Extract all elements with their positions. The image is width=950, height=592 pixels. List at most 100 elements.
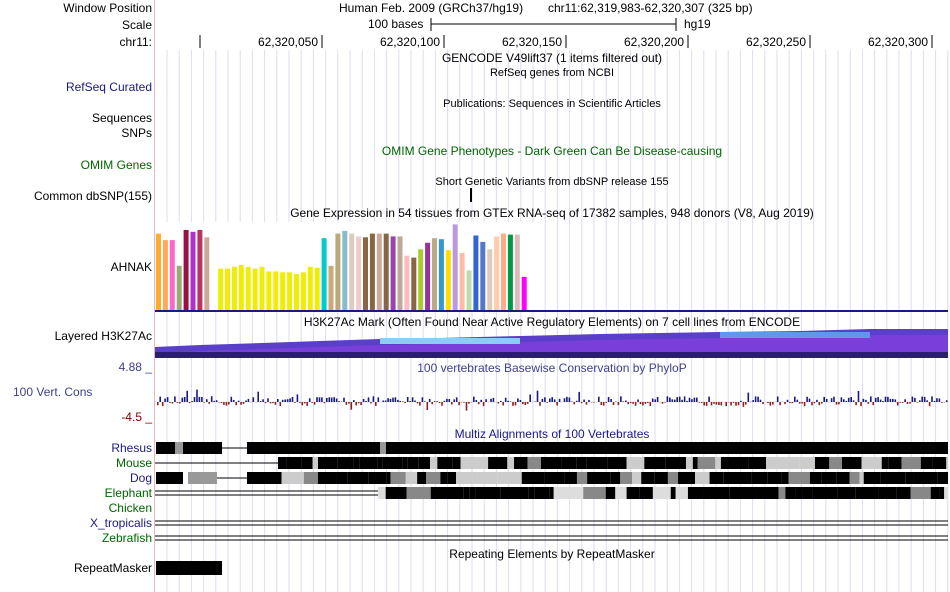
cons-score-bar: [169, 402, 171, 403]
cons-score-bar: [693, 397, 696, 402]
cons-score-bar: [860, 402, 862, 407]
window-position-label: Window Position: [63, 1, 152, 15]
dbsnp-track-label[interactable]: Common dbSNP(155): [33, 189, 152, 203]
cons-score-bar: [872, 402, 874, 406]
sequences-track-label[interactable]: Sequences: [91, 111, 152, 125]
cons-score-bar: [708, 396, 710, 402]
alignment-block: [278, 457, 287, 469]
species-label-elephant[interactable]: Elephant: [104, 486, 152, 500]
cons-score-bar: [838, 402, 840, 405]
ruler-tick-label: 62,320,250: [745, 35, 806, 49]
cons-score-bar: [257, 391, 259, 402]
cons-score-bar: [196, 389, 198, 402]
cons-score-bar: [681, 399, 683, 402]
omim-track-label[interactable]: OMIM Genes: [80, 158, 152, 172]
alignment-block: [544, 472, 565, 484]
refseq-track-title[interactable]: RefSeq genes from NCBI: [489, 67, 615, 79]
label-divider: [154, 0, 155, 592]
cons-score-bar: [928, 402, 931, 407]
alignment-block: [188, 472, 217, 484]
species-label-dog[interactable]: Dog: [129, 471, 152, 485]
h3k27ac-track-label[interactable]: Layered H3K27Ac: [54, 329, 152, 343]
repeatmasker-track-title[interactable]: Repeating Elements by RepeatMasker: [449, 547, 655, 561]
cons-score-bar: [769, 402, 772, 406]
gtex-tissue-bar: [183, 230, 189, 310]
alignment-block: [748, 457, 767, 469]
alignment-block: [841, 457, 862, 469]
cons-score-bar: [710, 402, 713, 406]
alignment-block: [667, 472, 679, 484]
gtex-tissue-bar: [418, 249, 424, 310]
cons-score-bar: [304, 402, 306, 404]
cons-score-bar: [664, 402, 666, 403]
species-label-mouse[interactable]: Mouse: [115, 456, 152, 470]
cons-score-bar: [671, 399, 674, 402]
alignment-block: [382, 457, 403, 469]
species-label-zebrafish[interactable]: Zebrafish: [101, 531, 152, 545]
cons-score-bar: [737, 402, 740, 406]
cons-score-bar: [835, 402, 838, 405]
cons-score-bar: [563, 398, 566, 402]
cons-track-label[interactable]: 100 Vert. Cons: [13, 385, 93, 399]
alignment-block: [670, 487, 676, 499]
cons-score-bar: [870, 396, 872, 402]
cons-track-title[interactable]: 100 vertebrates Basewise Conservation by…: [417, 361, 687, 375]
cons-score-bar: [473, 396, 475, 402]
cons-score-bar: [514, 402, 517, 406]
gtex-gene-label[interactable]: AHNAK: [110, 260, 152, 274]
h3k27ac-track-title[interactable]: H3K27Ac Mark (Often Found Near Active Re…: [303, 315, 801, 329]
species-label-rhesus[interactable]: Rhesus: [111, 441, 152, 455]
gtex-track-title[interactable]: Gene Expression in 54 tissues from GTEx …: [290, 206, 814, 220]
repeatmasker-track-label[interactable]: RepeatMasker: [73, 561, 152, 575]
cons-score-bar: [500, 400, 502, 402]
cons-score-bar: [745, 402, 747, 405]
cons-score-bar: [286, 399, 289, 402]
alignment-block: [353, 457, 360, 469]
alignment-block: [417, 472, 427, 484]
gtex-tissue-bar: [335, 233, 341, 310]
cons-score-bar: [688, 397, 691, 402]
cons-score-bar: [301, 402, 304, 406]
cons-score-bar: [936, 398, 938, 402]
refseq-track-label[interactable]: RefSeq Curated: [65, 80, 152, 94]
cons-score-bar: [666, 396, 669, 402]
gencode-track-title[interactable]: GENCODE V49lift37 (1 items filtered out): [441, 51, 663, 65]
alignment-block: [437, 457, 453, 469]
cons-score-bar: [517, 398, 519, 402]
alignment-block: [930, 487, 940, 499]
alignment-block: [641, 472, 655, 484]
cons-score-bar: [394, 397, 397, 402]
gtex-tissue-bar: [411, 257, 417, 310]
cons-score-bar: [367, 397, 370, 402]
cons-score-bar: [901, 402, 904, 403]
cons-score-bar: [389, 398, 392, 402]
alignment-block: [281, 472, 304, 484]
omim-track-title[interactable]: OMIM Gene Phenotypes - Dark Green Can Be…: [381, 144, 723, 158]
cons-score-bar: [402, 401, 404, 402]
publications-track-title[interactable]: Publications: Sequences in Scientific Ar…: [443, 98, 661, 110]
cons-score-bar: [277, 399, 279, 402]
alignment-block: [301, 457, 313, 469]
cons-score-bar: [855, 402, 857, 406]
dbsnp-track-title[interactable]: Short Genetic Variants from dbSNP releas…: [435, 176, 669, 188]
alignment-block: [507, 457, 515, 469]
cons-score-bar: [446, 398, 448, 402]
species-label-chicken[interactable]: Chicken: [108, 501, 152, 515]
species-label-xtropicalis[interactable]: X_tropicalis: [89, 516, 152, 530]
cons-score-bar: [823, 396, 825, 402]
cons-score-bar: [931, 396, 933, 402]
cons-score-bar: [784, 402, 786, 405]
multiz-track-title[interactable]: Multiz Alignments of 100 Vertebrates: [454, 427, 650, 441]
cons-score-bar: [272, 402, 274, 404]
cons-score-bar: [171, 402, 174, 404]
cons-score-bar: [353, 400, 355, 402]
cons-score-bar: [884, 396, 887, 402]
alignment-block: [837, 487, 856, 499]
cons-score-bar: [887, 396, 889, 402]
alignment-block: [939, 487, 945, 499]
snps-track-label[interactable]: SNPs: [121, 126, 152, 140]
alignment-block: [303, 472, 318, 484]
cons-score-bar: [463, 402, 465, 403]
